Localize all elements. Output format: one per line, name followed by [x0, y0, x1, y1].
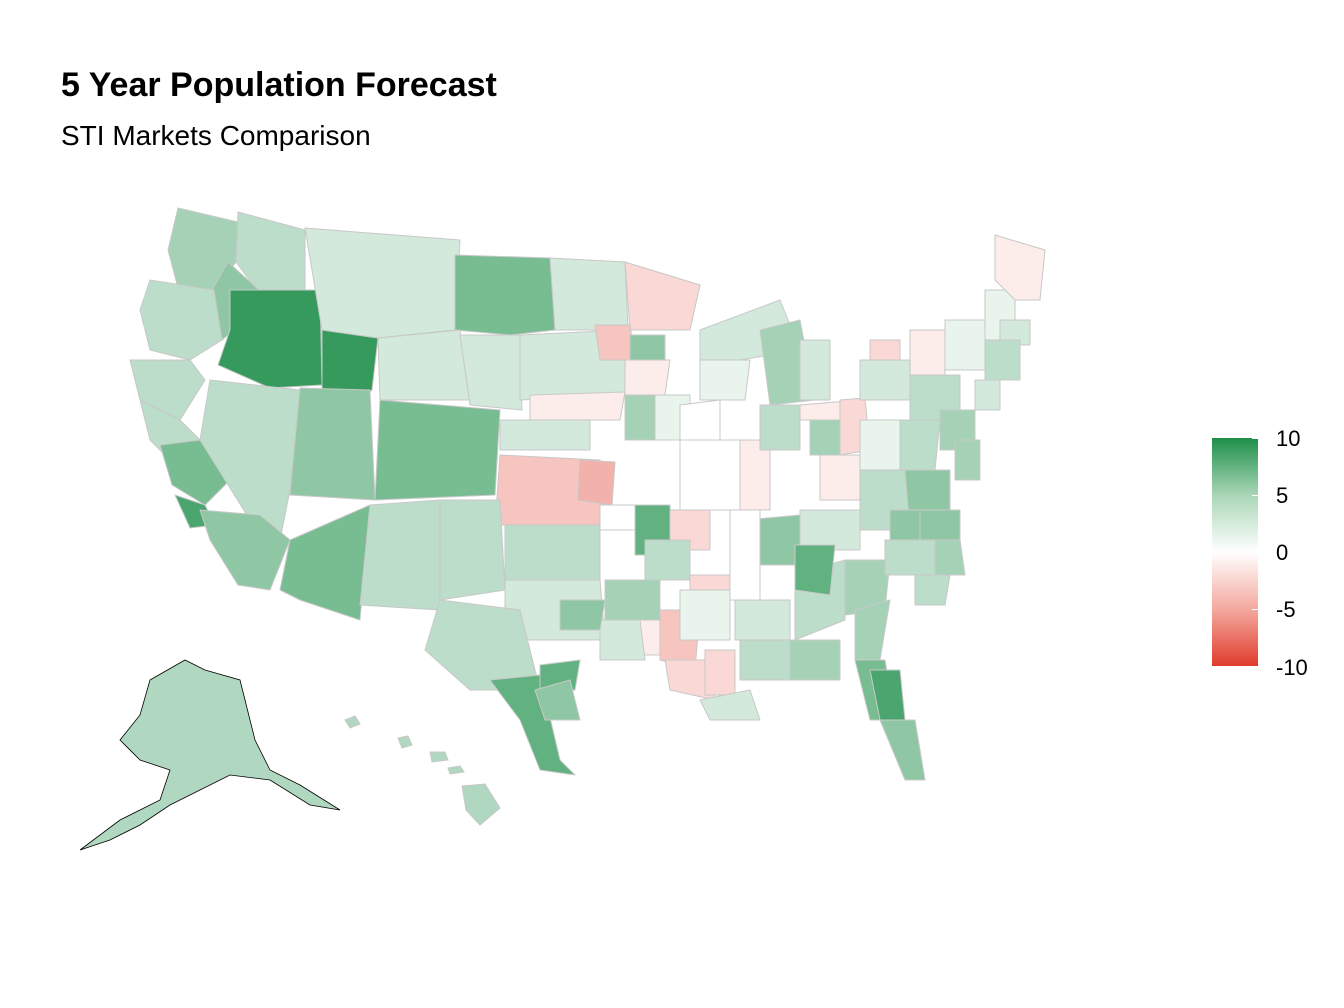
market-region: [999, 319, 1031, 346]
market-region: [799, 509, 861, 551]
market-region: [944, 319, 986, 371]
market-region: [529, 391, 626, 421]
map-subtitle: STI Markets Comparison: [61, 120, 371, 151]
legend-label-0: 0: [1276, 540, 1289, 565]
market-region: [884, 539, 936, 576]
market-region: [704, 649, 736, 696]
market-region: [374, 399, 501, 501]
market-region: [879, 719, 926, 781]
market-region: [909, 329, 946, 376]
legend-tick: [1252, 495, 1258, 496]
market-region: [954, 439, 981, 481]
market-region: [359, 499, 441, 611]
market-region: [729, 509, 761, 601]
market-region: [534, 679, 581, 721]
alaska-region: [79, 659, 341, 851]
market-region-hawaii: [344, 715, 361, 729]
market-regions: [129, 207, 1046, 781]
market-region: [759, 404, 801, 451]
market-region: [594, 324, 636, 361]
market-region: [624, 359, 671, 396]
market-region: [549, 257, 629, 331]
market-region: [994, 234, 1046, 301]
market-region: [199, 509, 291, 591]
market-region: [699, 689, 761, 721]
market-region-alaska: [79, 659, 341, 851]
market-region: [599, 504, 636, 531]
market-region: [889, 509, 921, 541]
market-region: [934, 539, 966, 576]
market-region: [899, 419, 941, 471]
market-region: [439, 499, 506, 601]
market-region: [974, 379, 1001, 411]
legend-label-10: 10: [1276, 426, 1301, 451]
market-region-hawaii: [461, 783, 501, 826]
market-region: [809, 419, 841, 456]
market-region: [279, 504, 371, 621]
market-region: [129, 359, 206, 421]
market-region: [159, 439, 231, 506]
market-region-hawaii: [397, 735, 413, 749]
hawaii-region: [344, 715, 501, 826]
legend-tick: [1252, 552, 1258, 553]
market-region: [504, 524, 601, 581]
market-region: [904, 469, 951, 516]
market-region: [499, 419, 591, 451]
legend-color-bar: [1212, 438, 1258, 666]
market-region: [789, 639, 841, 681]
market-region: [139, 279, 223, 361]
market-region: [304, 227, 461, 339]
market-region: [577, 459, 616, 506]
market-region: [984, 339, 1021, 381]
legend-label-5: 5: [1276, 483, 1289, 508]
market-region: [454, 254, 556, 336]
legend-tick: [1252, 666, 1258, 667]
market-region: [624, 261, 701, 331]
market-region: [859, 419, 901, 471]
market-region: [459, 334, 523, 411]
market-region: [599, 619, 646, 661]
market-region: [739, 639, 791, 681]
market-region: [819, 454, 861, 501]
market-region: [869, 339, 901, 361]
market-region: [794, 544, 836, 596]
market-region: [289, 387, 376, 501]
legend-label-neg5: -5: [1276, 597, 1296, 622]
market-region: [679, 589, 731, 641]
legend-label-neg10: -10: [1276, 655, 1308, 680]
market-region: [629, 334, 666, 361]
market-region: [217, 289, 323, 389]
market-region: [859, 359, 911, 401]
market-region: [799, 339, 831, 401]
map-title: 5 Year Population Forecast: [61, 66, 497, 104]
legend-tick: [1252, 609, 1258, 610]
market-region: [559, 599, 606, 631]
market-region-hawaii: [429, 751, 449, 763]
market-region: [644, 539, 691, 581]
market-region: [854, 599, 891, 661]
market-region: [679, 439, 741, 511]
market-region: [699, 359, 751, 401]
legend-tick: [1252, 438, 1258, 439]
market-region: [734, 599, 791, 641]
market-region: [679, 399, 721, 441]
market-region-hawaii: [447, 765, 465, 775]
market-region: [377, 329, 471, 401]
market-region: [604, 579, 661, 621]
market-region: [914, 574, 951, 606]
